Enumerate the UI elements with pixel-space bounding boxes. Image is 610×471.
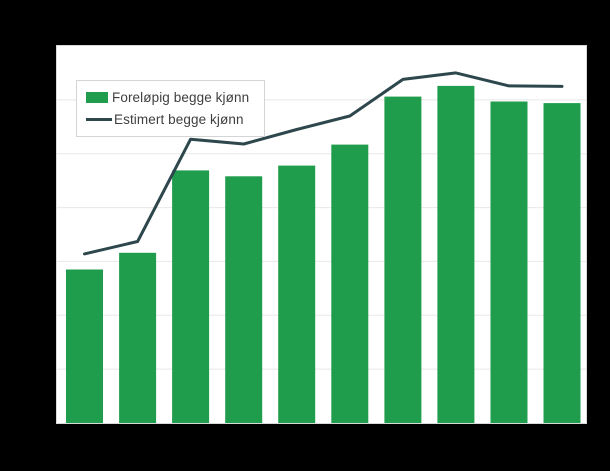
legend-item-estimated: Estimert begge kjønn — [86, 110, 254, 129]
legend: Foreløpig begge kjønn Estimert begge kjø… — [76, 80, 265, 137]
legend-label-estimated: Estimert begge kjønn — [114, 112, 244, 127]
legend-item-preliminary: Foreløpig begge kjønn — [86, 88, 254, 107]
estimated-line — [83, 71, 564, 256]
legend-label-preliminary: Foreløpig begge kjønn — [112, 90, 250, 105]
bar — [543, 103, 581, 423]
bar — [119, 252, 157, 423]
chart-svg — [57, 71, 586, 423]
line-swatch-icon — [86, 118, 112, 121]
plot-area: Foreløpig begge kjønn Estimert begge kjø… — [56, 45, 587, 424]
bar — [278, 165, 316, 423]
bar — [437, 85, 475, 423]
bar — [331, 144, 369, 423]
bar — [225, 176, 263, 423]
bar — [490, 101, 528, 423]
bar-swatch-icon — [86, 92, 108, 103]
bar — [172, 170, 210, 423]
bar — [66, 269, 103, 423]
bar — [384, 96, 422, 423]
